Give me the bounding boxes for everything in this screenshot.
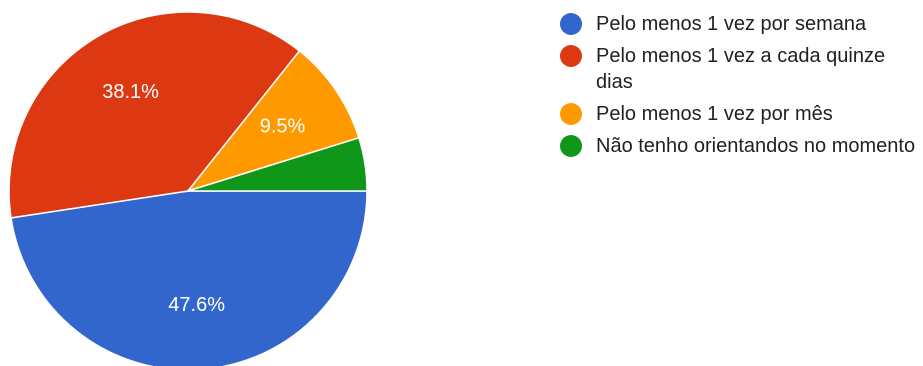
- legend-label: Pelo menos 1 vez a cada quinze dias: [596, 45, 886, 93]
- legend-label: Não tenho orientandos no momento: [596, 135, 916, 157]
- pie-data-label: 47.6%: [168, 294, 225, 316]
- legend-item-nao-tenho-orientandos-no-momento[interactable]: Não tenho orientandos no momento: [560, 133, 920, 159]
- pie-slice-pelo-menos-1-vez-a-cada-quinze-dias[interactable]: [8, 11, 301, 219]
- pie-data-label: 38.1%: [102, 81, 159, 103]
- legend-label: Pelo menos 1 vez por mês: [596, 103, 833, 125]
- legend-swatch-icon: [560, 103, 582, 125]
- pie-chart: 47.6% 38.1% 9.5%: [8, 11, 368, 366]
- legend: Pelo menos 1 vez por semana Pelo menos 1 …: [560, 11, 920, 165]
- legend-swatch-icon: [560, 45, 582, 67]
- legend-label: Pelo menos 1 vez por semana: [596, 13, 867, 35]
- pie-data-label: 9.5%: [260, 115, 306, 137]
- legend-item-pelo-menos-1-vez-por-mes[interactable]: Pelo menos 1 vez por mês: [560, 101, 920, 127]
- legend-item-pelo-menos-1-vez-a-cada-quinze-dias[interactable]: Pelo menos 1 vez a cada quinze dias: [560, 43, 920, 95]
- pie-slice-nao-tenho-orientandos-no-momento[interactable]: [187, 136, 368, 192]
- pie-slice-pelo-menos-1-vez-por-mes[interactable]: [185, 49, 360, 193]
- legend-swatch-icon: [560, 135, 582, 157]
- pie-slice-pelo-menos-1-vez-por-semana[interactable]: [10, 190, 368, 366]
- legend-item-pelo-menos-1-vez-por-semana[interactable]: Pelo menos 1 vez por semana: [560, 11, 920, 37]
- legend-swatch-icon: [560, 13, 582, 35]
